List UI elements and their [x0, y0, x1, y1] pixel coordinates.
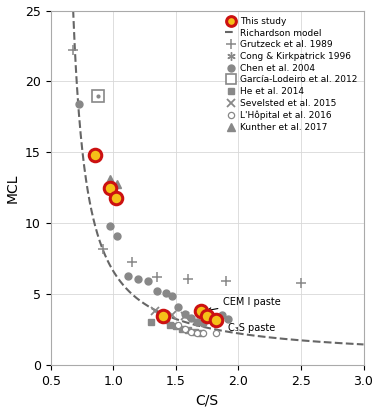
Text: C₃S paste: C₃S paste [211, 320, 276, 333]
Text: CEM I paste: CEM I paste [207, 297, 281, 312]
Y-axis label: MCL: MCL [6, 173, 20, 203]
X-axis label: C/S: C/S [196, 394, 219, 408]
Legend: This study, Richardson model, Grutzeck et al. 1989, Cong & Kirkpatrick 1996, Che: This study, Richardson model, Grutzeck e… [224, 15, 359, 133]
